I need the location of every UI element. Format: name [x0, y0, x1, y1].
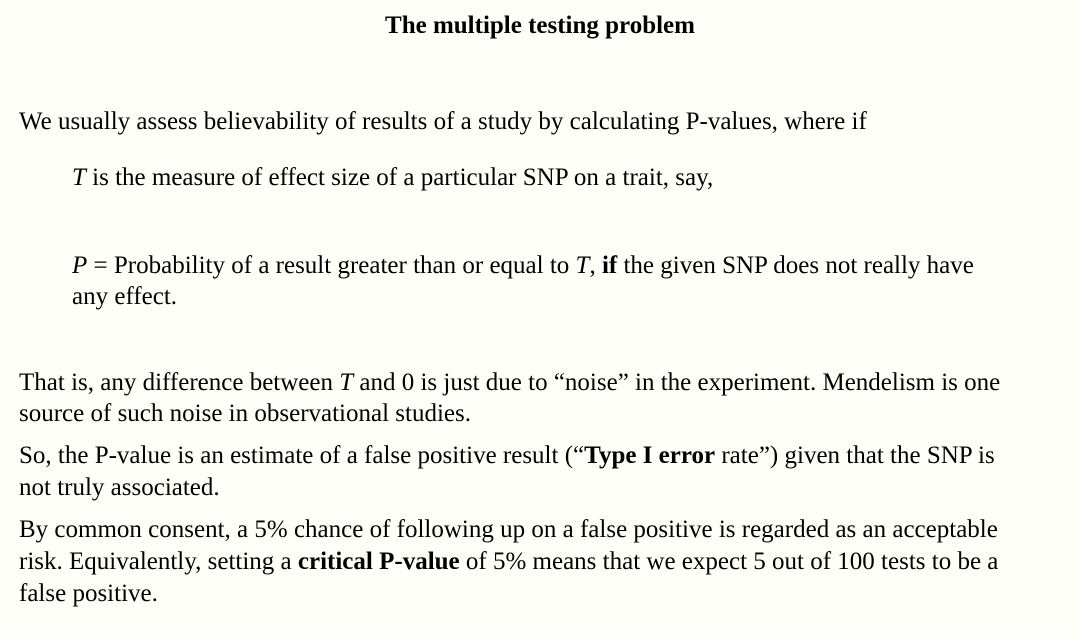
consent-text-1: risk. Equivalently, setting a — [19, 548, 298, 575]
consent-line-2: risk. Equivalently, setting a critical P… — [19, 546, 998, 578]
consent-paragraph: By common consent, a 5% chance of follow… — [19, 514, 998, 610]
critical-p-value-emphasis: critical P-value — [297, 548, 460, 575]
consent-text-2: of 5% means that we expect 5 out of 100 … — [459, 548, 999, 575]
t-definition: T is the measure of effect size of a par… — [72, 162, 713, 194]
p-definition-text-3: the given SNP does not really have — [617, 252, 974, 279]
p-value-text-2: rate”) given that the SNP is — [715, 442, 995, 469]
that-is-paragraph: That is, any difference between T and 0 … — [19, 367, 1000, 429]
p-variable: P — [72, 252, 88, 279]
p-definition-text-1: = Probability of a result greater than o… — [87, 252, 576, 279]
p-definition-line-2: any effect. — [72, 283, 178, 310]
p-definition: P = Probability of a result greater than… — [72, 250, 974, 312]
p-definition-text-2: , — [589, 252, 602, 279]
slide-title: The multiple testing problem — [385, 12, 695, 39]
t-variable: T — [339, 369, 354, 396]
that-is-line-1: That is, any difference between T and 0 … — [19, 367, 1000, 398]
t-definition-text: is the measure of effect size of a parti… — [85, 164, 714, 191]
that-is-line-2: source of such noise in observational st… — [19, 400, 471, 427]
that-is-text-1: That is, any difference between — [19, 369, 340, 396]
if-emphasis: if — [601, 252, 618, 279]
p-value-line-1: So, the P-value is an estimate of a fals… — [19, 440, 995, 472]
type-i-error-emphasis: Type I error — [584, 442, 716, 469]
consent-line-3: false positive. — [19, 580, 158, 607]
p-definition-line-1: P = Probability of a result greater than… — [72, 250, 974, 281]
t-variable: T — [575, 252, 590, 279]
that-is-text-2: and 0 is just due to “noise” in the expe… — [353, 369, 1001, 396]
t-variable: T — [72, 164, 86, 191]
p-value-paragraph: So, the P-value is an estimate of a fals… — [19, 440, 995, 504]
p-value-text-1: So, the P-value is an estimate of a fals… — [19, 442, 585, 469]
intro-paragraph: We usually assess believability of resul… — [19, 108, 867, 135]
consent-line-1: By common consent, a 5% chance of follow… — [19, 516, 998, 543]
p-value-line-2: not truly associated. — [19, 474, 220, 501]
